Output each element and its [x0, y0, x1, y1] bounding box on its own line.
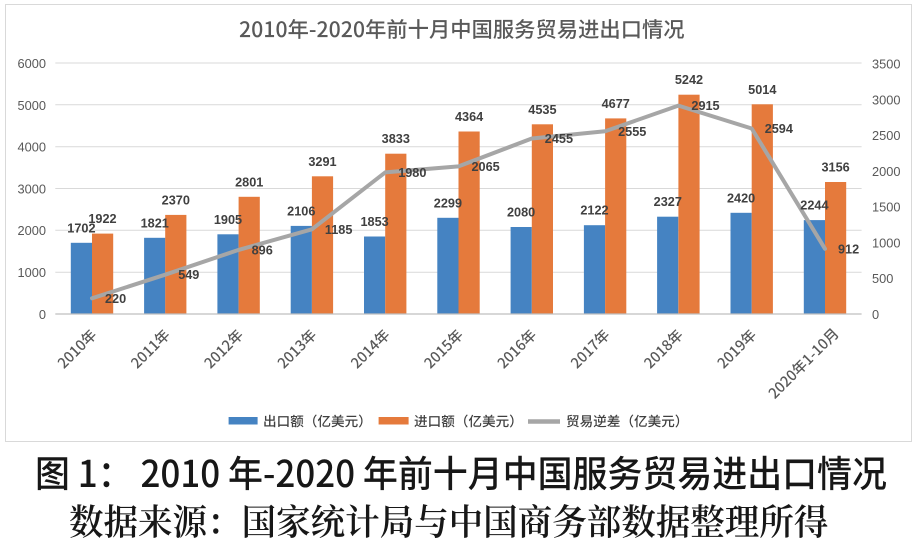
svg-text:1702: 1702 [67, 221, 95, 235]
svg-text:3000: 3000 [872, 92, 900, 107]
svg-text:5014: 5014 [748, 83, 776, 97]
svg-text:2080: 2080 [507, 206, 535, 220]
svg-text:912: 912 [838, 242, 859, 256]
svg-text:2244: 2244 [800, 199, 828, 213]
svg-text:549: 549 [178, 268, 199, 282]
svg-text:3833: 3833 [382, 132, 410, 146]
svg-text:6000: 6000 [18, 56, 46, 71]
svg-text:1500: 1500 [872, 200, 900, 215]
svg-text:4677: 4677 [602, 97, 630, 111]
svg-text:3291: 3291 [308, 155, 336, 169]
svg-text:500: 500 [872, 271, 893, 286]
svg-text:3000: 3000 [18, 181, 46, 196]
svg-text:2327: 2327 [654, 195, 682, 209]
svg-text:2594: 2594 [765, 122, 793, 136]
svg-text:2000: 2000 [18, 223, 46, 238]
svg-text:896: 896 [252, 243, 273, 257]
svg-text:3500: 3500 [872, 57, 900, 72]
svg-text:1980: 1980 [398, 166, 426, 180]
svg-text:3156: 3156 [821, 161, 849, 175]
svg-text:1853: 1853 [360, 215, 388, 229]
svg-text:2555: 2555 [618, 125, 646, 139]
svg-text:1000: 1000 [18, 265, 46, 280]
svg-text:1922: 1922 [88, 212, 116, 226]
svg-text:2801: 2801 [235, 175, 263, 189]
svg-text:2122: 2122 [580, 204, 608, 218]
svg-text:2299: 2299 [434, 196, 462, 210]
svg-text:0: 0 [39, 307, 46, 322]
svg-text:4000: 4000 [18, 140, 46, 155]
svg-text:1905: 1905 [214, 213, 242, 227]
svg-text:1821: 1821 [141, 216, 169, 230]
svg-text:2000: 2000 [872, 164, 900, 179]
svg-text:2455: 2455 [545, 132, 573, 146]
svg-text:1185: 1185 [325, 223, 353, 237]
svg-text:4364: 4364 [455, 110, 483, 124]
svg-text:2500: 2500 [872, 128, 900, 143]
svg-text:5000: 5000 [18, 98, 46, 113]
svg-text:2370: 2370 [162, 193, 190, 207]
svg-text:220: 220 [105, 292, 126, 306]
svg-text:0: 0 [872, 307, 879, 322]
svg-text:4535: 4535 [528, 103, 556, 117]
svg-text:2420: 2420 [727, 191, 755, 205]
svg-text:5242: 5242 [675, 73, 703, 87]
svg-text:2106: 2106 [287, 204, 315, 218]
svg-text:1000: 1000 [872, 235, 900, 250]
svg-text:2065: 2065 [472, 160, 500, 174]
svg-text:2915: 2915 [691, 99, 719, 113]
